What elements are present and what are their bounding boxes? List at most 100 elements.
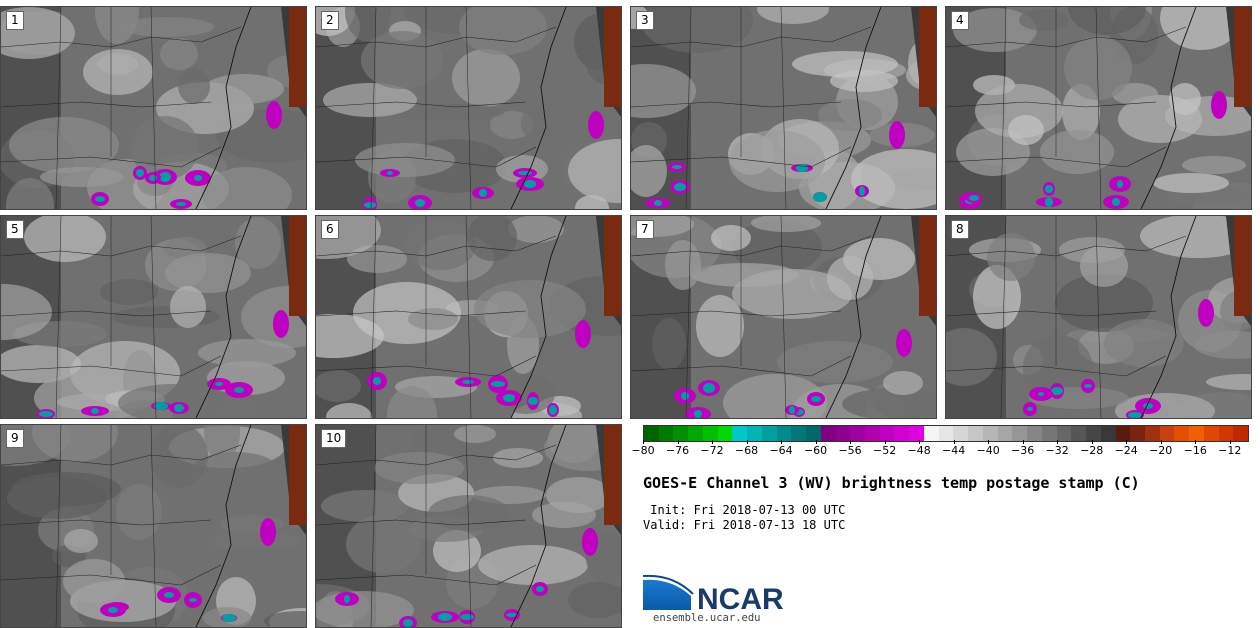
colorbar-swatch <box>673 426 689 441</box>
colorbar-tick-mark <box>884 440 886 444</box>
panel-number-label: 9 <box>6 429 24 448</box>
colorbar-swatch <box>909 426 924 441</box>
colorbar-swatch <box>1189 426 1204 441</box>
colorbar-tick-mark <box>643 440 644 444</box>
site-url: ensemble.ucar.edu <box>653 612 761 624</box>
colorbar-swatch <box>820 426 836 441</box>
colorbar-swatch <box>791 426 807 441</box>
ncar-logo: NCAR <box>642 572 793 616</box>
colorbar-tick-mark <box>1057 440 1059 444</box>
colorbar-tick-label: −72 <box>700 444 724 457</box>
colorbar-swatch <box>894 426 910 441</box>
colorbar-tick-label: −76 <box>665 444 690 457</box>
colorbar-swatch <box>1144 426 1160 441</box>
colorbar-tick-label: −56 <box>838 444 862 457</box>
colorbar-tick-label: −12 <box>1218 444 1242 457</box>
colorbar-swatch <box>968 426 983 441</box>
colorbar-swatch <box>865 426 880 441</box>
colorbar-tick-mark <box>1022 440 1024 444</box>
colorbar-swatch <box>761 426 777 441</box>
colorbar-swatch <box>1130 426 1145 441</box>
colorbar-tick-mark <box>815 440 817 444</box>
colorbar-tick-mark <box>781 440 783 444</box>
stamp-panel-2: 2 <box>315 6 622 210</box>
colorbar-swatch <box>1012 426 1028 441</box>
colorbar-swatch <box>1218 426 1234 441</box>
panel-number-label: 5 <box>6 220 24 239</box>
stamp-panel-10: 10 <box>315 424 622 628</box>
colorbar-swatch <box>1027 426 1042 441</box>
colorbar-tick-mark <box>677 440 679 444</box>
colorbar-swatch <box>747 426 762 441</box>
colorbar-swatch <box>938 426 954 441</box>
stamp-panel-6: 6 <box>315 215 622 419</box>
colorbar-swatch <box>835 426 851 441</box>
colorbar-swatch <box>1086 426 1101 441</box>
panel-number-label: 6 <box>321 220 339 239</box>
colorbar-tick-mark <box>988 440 990 444</box>
colorbar-tick-label: −36 <box>1011 444 1035 457</box>
colorbar-tick-mark <box>850 440 852 444</box>
colorbar-swatch <box>850 426 866 441</box>
colorbar-tick-label: −44 <box>942 444 966 457</box>
colorbar-tick-mark <box>1160 440 1162 444</box>
colorbar-tick-label: −52 <box>872 444 897 457</box>
colorbar-tick-label: −24 <box>1114 444 1138 457</box>
stamp-panel-5: 5 <box>0 215 307 419</box>
colorbar-tick-mark <box>1091 440 1093 444</box>
colorbar-tick-label: −32 <box>1045 444 1069 457</box>
colorbar-tick-label: −64 <box>769 444 793 457</box>
colorbar-tick-mark <box>1126 440 1128 444</box>
colorbar-tick-label: −68 <box>734 444 759 457</box>
panel-number-label: 8 <box>951 220 969 239</box>
stamp-panel-8: 8 <box>945 215 1252 419</box>
colorbar-tick-label: −80 <box>631 444 655 457</box>
colorbar-swatch <box>1071 426 1087 441</box>
colorbar-tick-mark <box>1229 440 1231 444</box>
colorbar-tick-label: −48 <box>907 444 931 457</box>
colorbar-swatch <box>982 426 998 441</box>
stamp-panel-3: 3 <box>630 6 937 210</box>
colorbar-swatch <box>1159 426 1175 441</box>
colorbar-tick-mark <box>919 440 921 444</box>
colorbar-tick-mark <box>712 440 714 444</box>
colorbar-swatch <box>658 426 674 441</box>
colorbar-swatch <box>717 426 733 441</box>
colorbar-swatch <box>702 426 718 441</box>
colorbar-tick-label: −40 <box>976 444 1000 457</box>
colorbar-swatch <box>1203 426 1219 441</box>
colorbar-swatch <box>997 426 1013 441</box>
colorbar-swatch <box>923 426 939 441</box>
colorbar-swatch <box>1115 426 1131 441</box>
panel-number-label: 10 <box>321 429 347 448</box>
ncar-wordmark: NCAR <box>697 583 784 612</box>
init-time: Init: Fri 2018-07-13 00 UTC <box>643 503 846 517</box>
colorbar-swatch <box>1174 426 1190 441</box>
colorbar-swatch <box>776 426 792 441</box>
colorbar-tick-mark <box>746 440 748 444</box>
colorbar-tick-mark <box>1195 440 1197 444</box>
stamp-panel-4: 4 <box>945 6 1252 210</box>
colorbar-swatch <box>953 426 969 441</box>
colorbar-swatch <box>879 426 895 441</box>
panel-number-label: 3 <box>636 11 654 30</box>
colorbar-swatch <box>1233 426 1249 441</box>
panel-number-label: 1 <box>6 11 24 30</box>
colorbar-tick-label: −28 <box>1080 444 1104 457</box>
colorbar-tick-label: −60 <box>803 444 828 457</box>
panel-number-label: 4 <box>951 11 969 30</box>
colorbar-swatch <box>1056 426 1072 441</box>
colorbar <box>643 425 1249 442</box>
colorbar-tick-label: −16 <box>1183 444 1207 457</box>
figure-title: GOES-E Channel 3 (WV) brightness temp po… <box>643 474 1140 492</box>
panel-number-label: 2 <box>321 11 339 30</box>
colorbar-tick-label: −20 <box>1149 444 1173 457</box>
panel-number-label: 7 <box>636 220 654 239</box>
colorbar-swatch <box>806 426 821 441</box>
colorbar-swatch <box>732 426 748 441</box>
colorbar-swatch <box>688 426 703 441</box>
colorbar-swatch <box>1100 426 1116 441</box>
colorbar-swatch <box>644 426 659 441</box>
colorbar-swatch <box>1041 426 1057 441</box>
stamp-panel-9: 9 <box>0 424 307 628</box>
